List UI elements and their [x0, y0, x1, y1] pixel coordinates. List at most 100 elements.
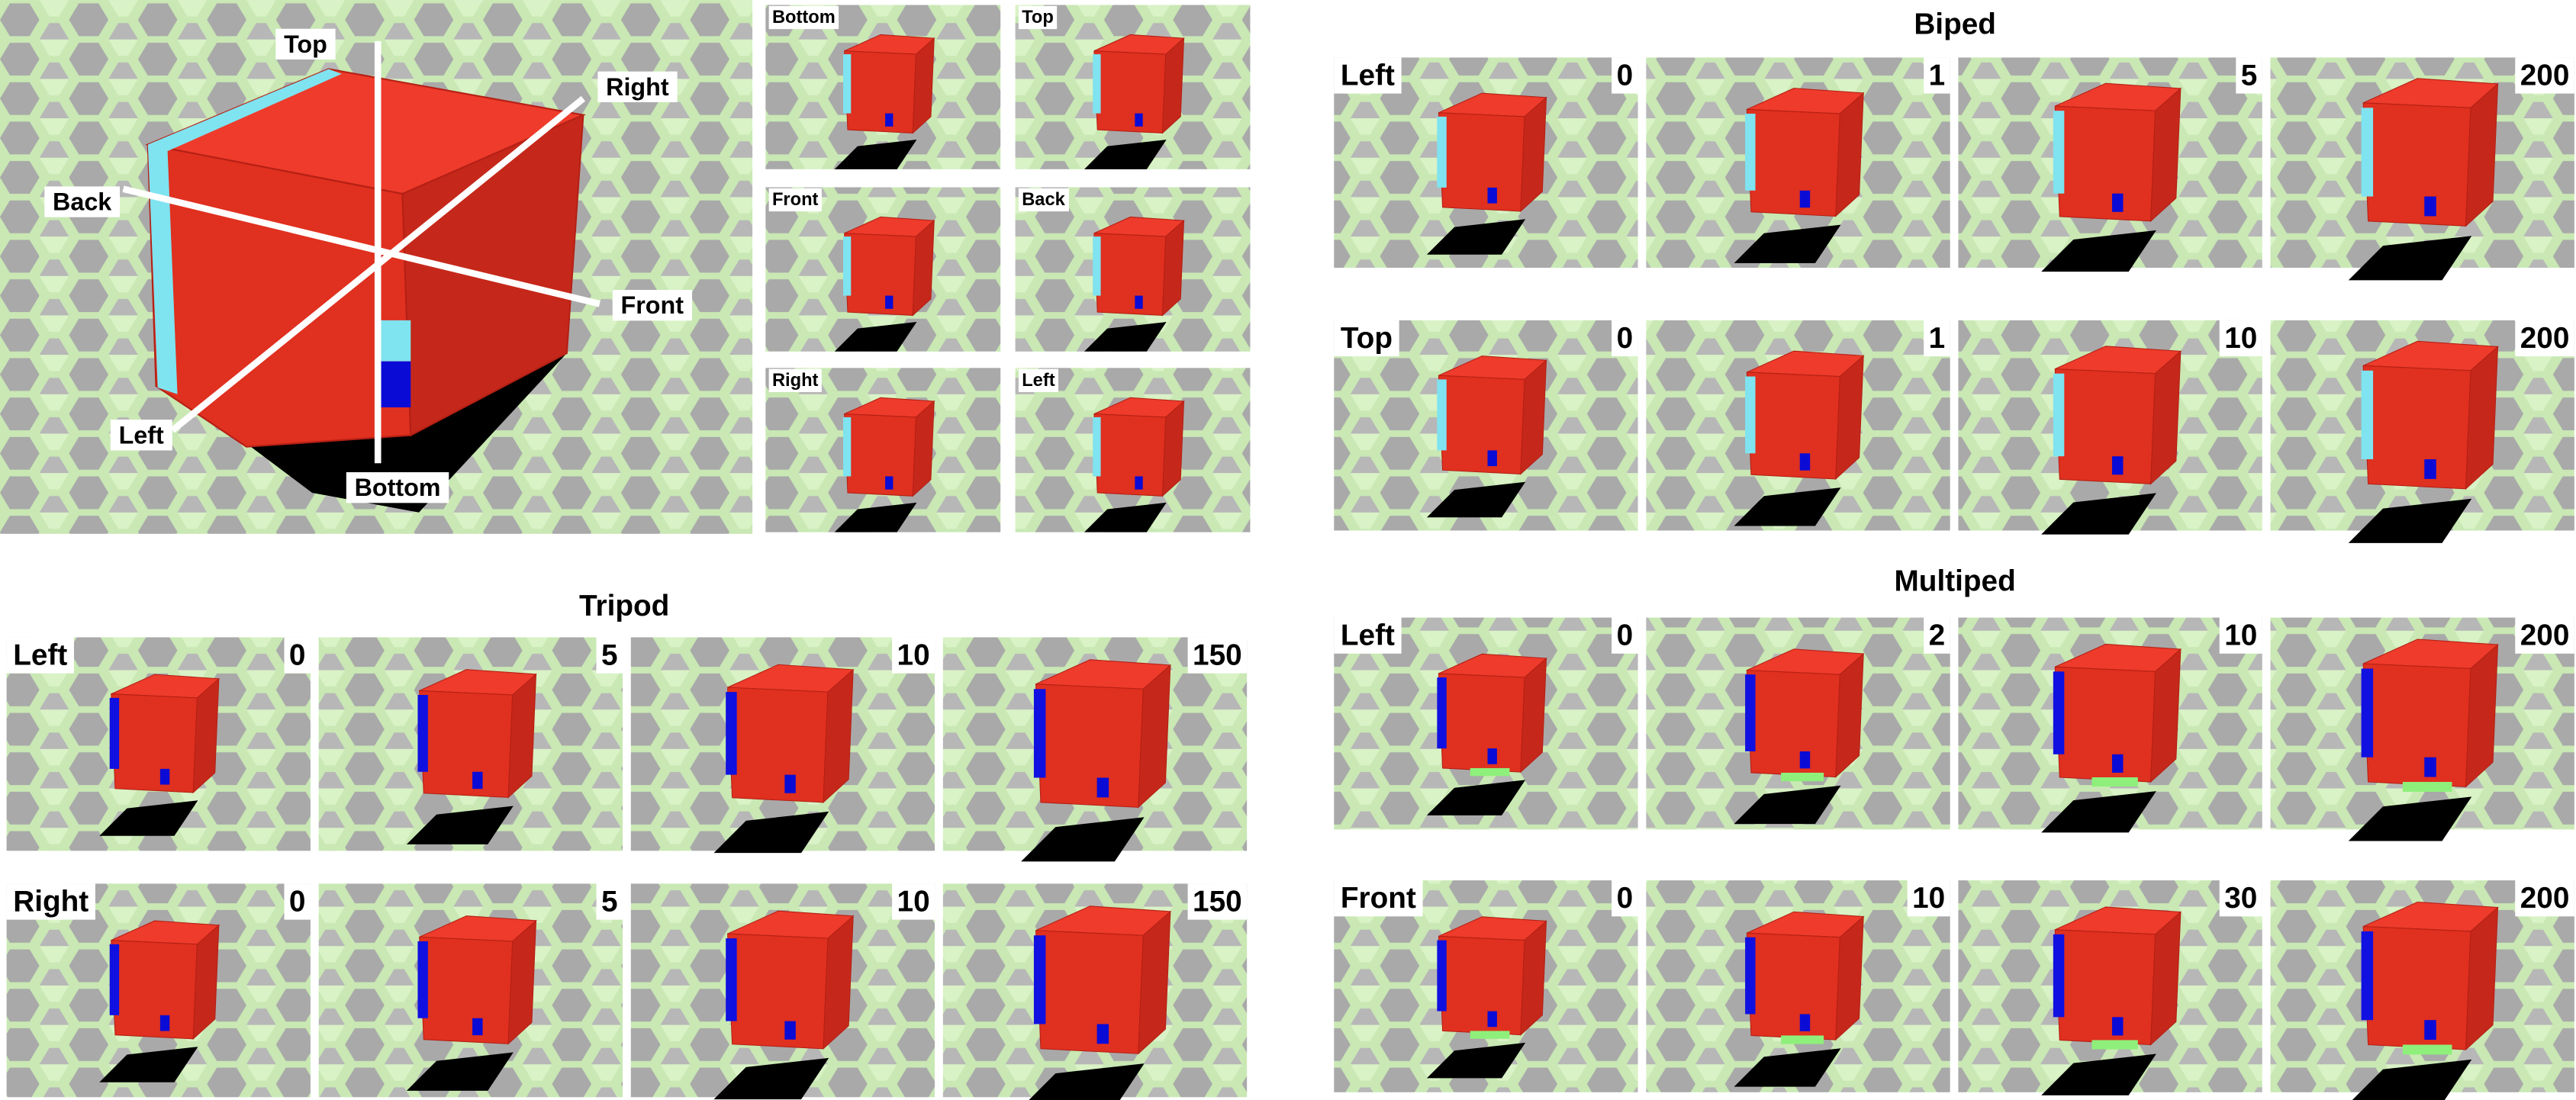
voxel-leg	[784, 1021, 796, 1040]
label-background	[1018, 5, 1058, 30]
label-background	[597, 71, 678, 102]
step-panel: 10	[1646, 880, 1950, 1092]
label-background	[2219, 617, 2262, 654]
view-label-box: Back	[1018, 188, 1069, 212]
voxel-accent	[842, 54, 852, 114]
voxel-front	[111, 940, 198, 1040]
voxel-leg	[1487, 450, 1497, 467]
voxel-side	[912, 219, 935, 317]
label-background	[1187, 637, 1248, 674]
voxel-side	[507, 919, 537, 1045]
step-label-box: 200	[2515, 617, 2574, 654]
voxel-side	[1161, 219, 1185, 317]
label-background	[2515, 617, 2574, 654]
shadow	[99, 800, 198, 836]
step-label-box: 0	[1612, 57, 1638, 94]
step-label-box: 200	[2515, 57, 2574, 94]
step-label: 10	[897, 639, 930, 672]
label-background	[2236, 57, 2262, 94]
voxel-side	[2465, 643, 2499, 788]
voxel-accent	[2361, 370, 2374, 460]
shadow	[834, 140, 917, 169]
group-title: Biped	[1914, 8, 1996, 41]
step-label-box: 0	[284, 883, 311, 920]
step-label-box: 10	[892, 883, 935, 920]
voxel-front	[147, 143, 412, 448]
voxel-front	[1438, 375, 1525, 474]
shadow	[246, 352, 567, 513]
step-label-box: 150	[1187, 883, 1248, 920]
step-label: 0	[1617, 59, 1634, 92]
voxel-front	[2054, 929, 2156, 1046]
shadow	[1021, 817, 1145, 862]
step-label-box: 10	[892, 637, 935, 674]
voxel-front	[419, 690, 514, 798]
voxel-leg	[159, 1015, 170, 1031]
voxel-leg	[1799, 190, 1811, 208]
voxel-leg	[784, 774, 796, 793]
step-panel: 150	[942, 883, 1248, 1100]
shadow	[1734, 487, 1841, 526]
shadow	[1426, 219, 1526, 255]
label-background	[1612, 57, 1638, 94]
voxel-front	[419, 936, 514, 1044]
view-label: Bottom	[772, 8, 836, 27]
label-background	[275, 28, 336, 60]
label-background	[2219, 880, 2262, 917]
label-background	[110, 420, 172, 451]
label-background	[1334, 320, 1399, 357]
voxel-side	[1161, 37, 1185, 134]
shadow	[1426, 780, 1526, 815]
voxel-side	[1520, 96, 1547, 213]
voxel-leg	[2112, 754, 2124, 773]
step-label: 5	[2241, 59, 2258, 92]
step-label: 0	[1617, 619, 1634, 652]
row-label-box: Front	[1334, 880, 1423, 917]
row-label: Front	[1341, 882, 1416, 915]
shadow	[1734, 1048, 1841, 1087]
step-label-box: 5	[2236, 57, 2262, 94]
voxel-front	[727, 933, 829, 1050]
shadow	[2041, 230, 2156, 272]
axis-label-box: Top	[275, 28, 336, 60]
step-label: 150	[1193, 639, 1242, 672]
step-label: 10	[1912, 882, 1945, 915]
step-panel: 2	[1646, 617, 1950, 830]
label-background	[2515, 880, 2574, 917]
voxel-accent	[1093, 417, 1101, 477]
label-background	[2515, 57, 2574, 94]
shadow	[1084, 502, 1167, 532]
axis-label: Front	[621, 291, 684, 319]
voxel-side	[1835, 915, 1864, 1041]
step-label-box: 0	[1612, 617, 1638, 654]
voxel-front	[1438, 112, 1525, 212]
step-panel: 0	[1334, 57, 1638, 268]
shadow	[2041, 1053, 2156, 1095]
row-label-box: Left	[6, 637, 74, 674]
label-background	[1612, 617, 1638, 654]
step-label: 1	[1929, 322, 1946, 355]
step-label: 0	[289, 885, 306, 918]
view-panel: Top	[1015, 5, 1251, 169]
voxel-side	[2150, 648, 2182, 783]
step-label: 200	[2520, 322, 2570, 355]
voxel-side	[1520, 920, 1547, 1036]
voxel-front	[1438, 673, 1525, 773]
voxel-front	[1746, 371, 1840, 480]
shadow	[1084, 140, 1167, 169]
voxel-leg	[1096, 1024, 1109, 1044]
shadow	[2348, 236, 2472, 281]
voxel-accent	[1437, 116, 1447, 188]
shadow	[713, 811, 829, 854]
voxel-accent	[2053, 111, 2065, 194]
voxel-accent	[1033, 689, 1046, 778]
voxel-front	[1438, 935, 1525, 1036]
shadow	[713, 1057, 829, 1100]
voxel-side	[1835, 355, 1864, 481]
step-label-box: 30	[2219, 880, 2262, 917]
shadow	[1426, 481, 1526, 518]
step-panel: 150	[942, 637, 1248, 862]
step-panel: 10	[630, 637, 935, 854]
voxel-leg	[472, 1018, 483, 1036]
